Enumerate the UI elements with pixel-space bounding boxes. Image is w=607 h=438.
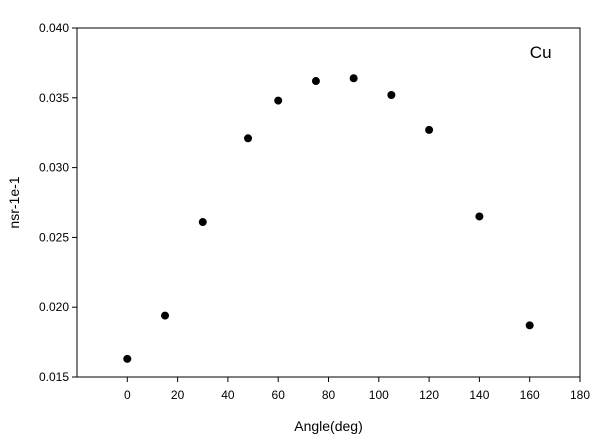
- data-point: [311, 77, 320, 86]
- data-point: [123, 354, 132, 363]
- x-tick-label: 60: [272, 388, 286, 402]
- x-tick-label: 160: [520, 388, 540, 402]
- x-tick-label: 100: [369, 388, 389, 402]
- x-tick-label: 180: [570, 388, 590, 402]
- ticks-layer: 0 20 40 60 80 100 120 140 160 180 0.015 0.020 0.025 0…: [39, 21, 590, 402]
- x-tick-label: 0: [124, 388, 131, 402]
- data-points: [123, 74, 534, 363]
- y-tick-label: 0.035: [39, 91, 69, 105]
- annotation-label: Cu: [530, 43, 552, 62]
- x-tick-label: 140: [469, 388, 489, 402]
- y-tick-label: 0.030: [39, 161, 69, 175]
- data-point: [198, 218, 207, 227]
- data-point: [274, 96, 283, 105]
- data-point: [244, 134, 253, 143]
- y-axis-label: nsr-1e-1: [6, 176, 22, 228]
- x-axis-label: Angle(deg): [294, 418, 363, 434]
- data-point: [161, 311, 170, 320]
- y-tick-label: 0.040: [39, 21, 69, 35]
- data-point: [525, 321, 534, 330]
- x-tick-label: 20: [171, 388, 185, 402]
- data-point: [475, 212, 484, 221]
- plot-frame: [76, 27, 581, 378]
- y-tick-label: 0.025: [39, 230, 69, 244]
- x-tick-label: 120: [419, 388, 439, 402]
- x-tick-label: 40: [221, 388, 235, 402]
- data-point: [349, 74, 358, 83]
- y-tick-label: 0.015: [39, 370, 69, 384]
- data-point: [425, 125, 434, 134]
- data-point: [387, 91, 396, 100]
- x-tick-label: 80: [322, 388, 336, 402]
- y-tick-label: 0.020: [39, 300, 69, 314]
